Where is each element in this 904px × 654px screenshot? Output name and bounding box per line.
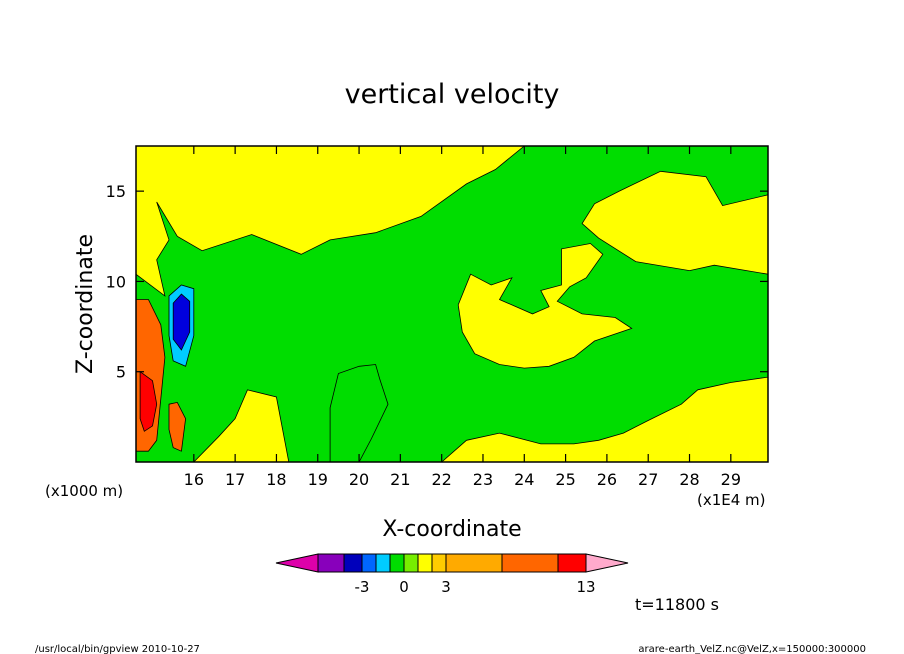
x-tick-label: 29 <box>721 470 741 489</box>
region-strong-positive <box>139 370 158 432</box>
y-tick-label: 5 <box>116 363 126 382</box>
y-tick-label: 15 <box>106 182 126 201</box>
contour-regions <box>136 146 768 462</box>
time-label: t=11800 s <box>635 595 719 614</box>
x-tick-label: 16 <box>184 470 204 489</box>
colorbar-label: 0 <box>399 578 409 596</box>
x-tick-label: 23 <box>473 470 493 489</box>
y-axis-label: Z-coordinate <box>73 234 98 374</box>
region-slightly-negative <box>136 146 768 462</box>
x-axis-ticks: 16 17 18 19 20 21 22 23 24 25 26 27 28 29 <box>184 146 741 489</box>
colorbar-swatch <box>431 553 447 573</box>
footer-right: arare-earth_VelZ.nc@VelZ,x=150000:300000 <box>638 644 866 654</box>
colorbar-swatch <box>361 553 377 573</box>
colorbar-label: -3 <box>355 578 370 596</box>
y-unit-note: (x1000 m) <box>45 482 123 500</box>
x-tick-label: 28 <box>679 470 699 489</box>
region-strong-negative <box>172 293 191 351</box>
x-tick-label: 27 <box>638 470 658 489</box>
x-tick-label: 21 <box>390 470 410 489</box>
colorbar-swatch <box>557 553 587 573</box>
x-tick-label: 26 <box>597 470 617 489</box>
colorbar-label: 13 <box>576 578 595 596</box>
region-slightly-positive <box>457 243 633 369</box>
colorbar-arrow-left <box>275 553 319 573</box>
footer-left: /usr/local/bin/gpview 2010-10-27 <box>35 644 200 654</box>
x-tick-label: 24 <box>514 470 534 489</box>
colorbar-swatch <box>445 553 503 573</box>
x-tick-label: 22 <box>431 470 451 489</box>
x-tick-label: 18 <box>266 470 286 489</box>
colorbar-swatch <box>403 553 419 573</box>
plot-frame <box>135 145 769 463</box>
colorbar-swatch <box>375 553 391 573</box>
colorbar-swatch <box>343 553 363 573</box>
colorbar-swatch <box>389 553 405 573</box>
y-tick-label: 10 <box>106 272 126 291</box>
plot-area <box>136 146 768 462</box>
colorbar: -3 0 3 13 <box>275 553 629 596</box>
x-tick-label: 20 <box>349 470 369 489</box>
colorbar-swatch <box>417 553 433 573</box>
y-axis-ticks: 5 10 15 <box>106 182 768 382</box>
x-tick-label: 19 <box>308 470 328 489</box>
x-axis-label: X-coordinate <box>382 517 521 542</box>
region-positive-low <box>168 401 187 452</box>
colorbar-arrow-right <box>585 553 629 573</box>
x-tick-label: 25 <box>555 470 575 489</box>
chart-title: vertical velocity <box>345 79 560 110</box>
colorbar-swatch <box>317 553 345 573</box>
x-unit-note: (x1E4 m) <box>697 491 766 509</box>
colorbar-swatch <box>501 553 559 573</box>
colorbar-label: 3 <box>441 578 451 596</box>
x-tick-label: 17 <box>225 470 245 489</box>
